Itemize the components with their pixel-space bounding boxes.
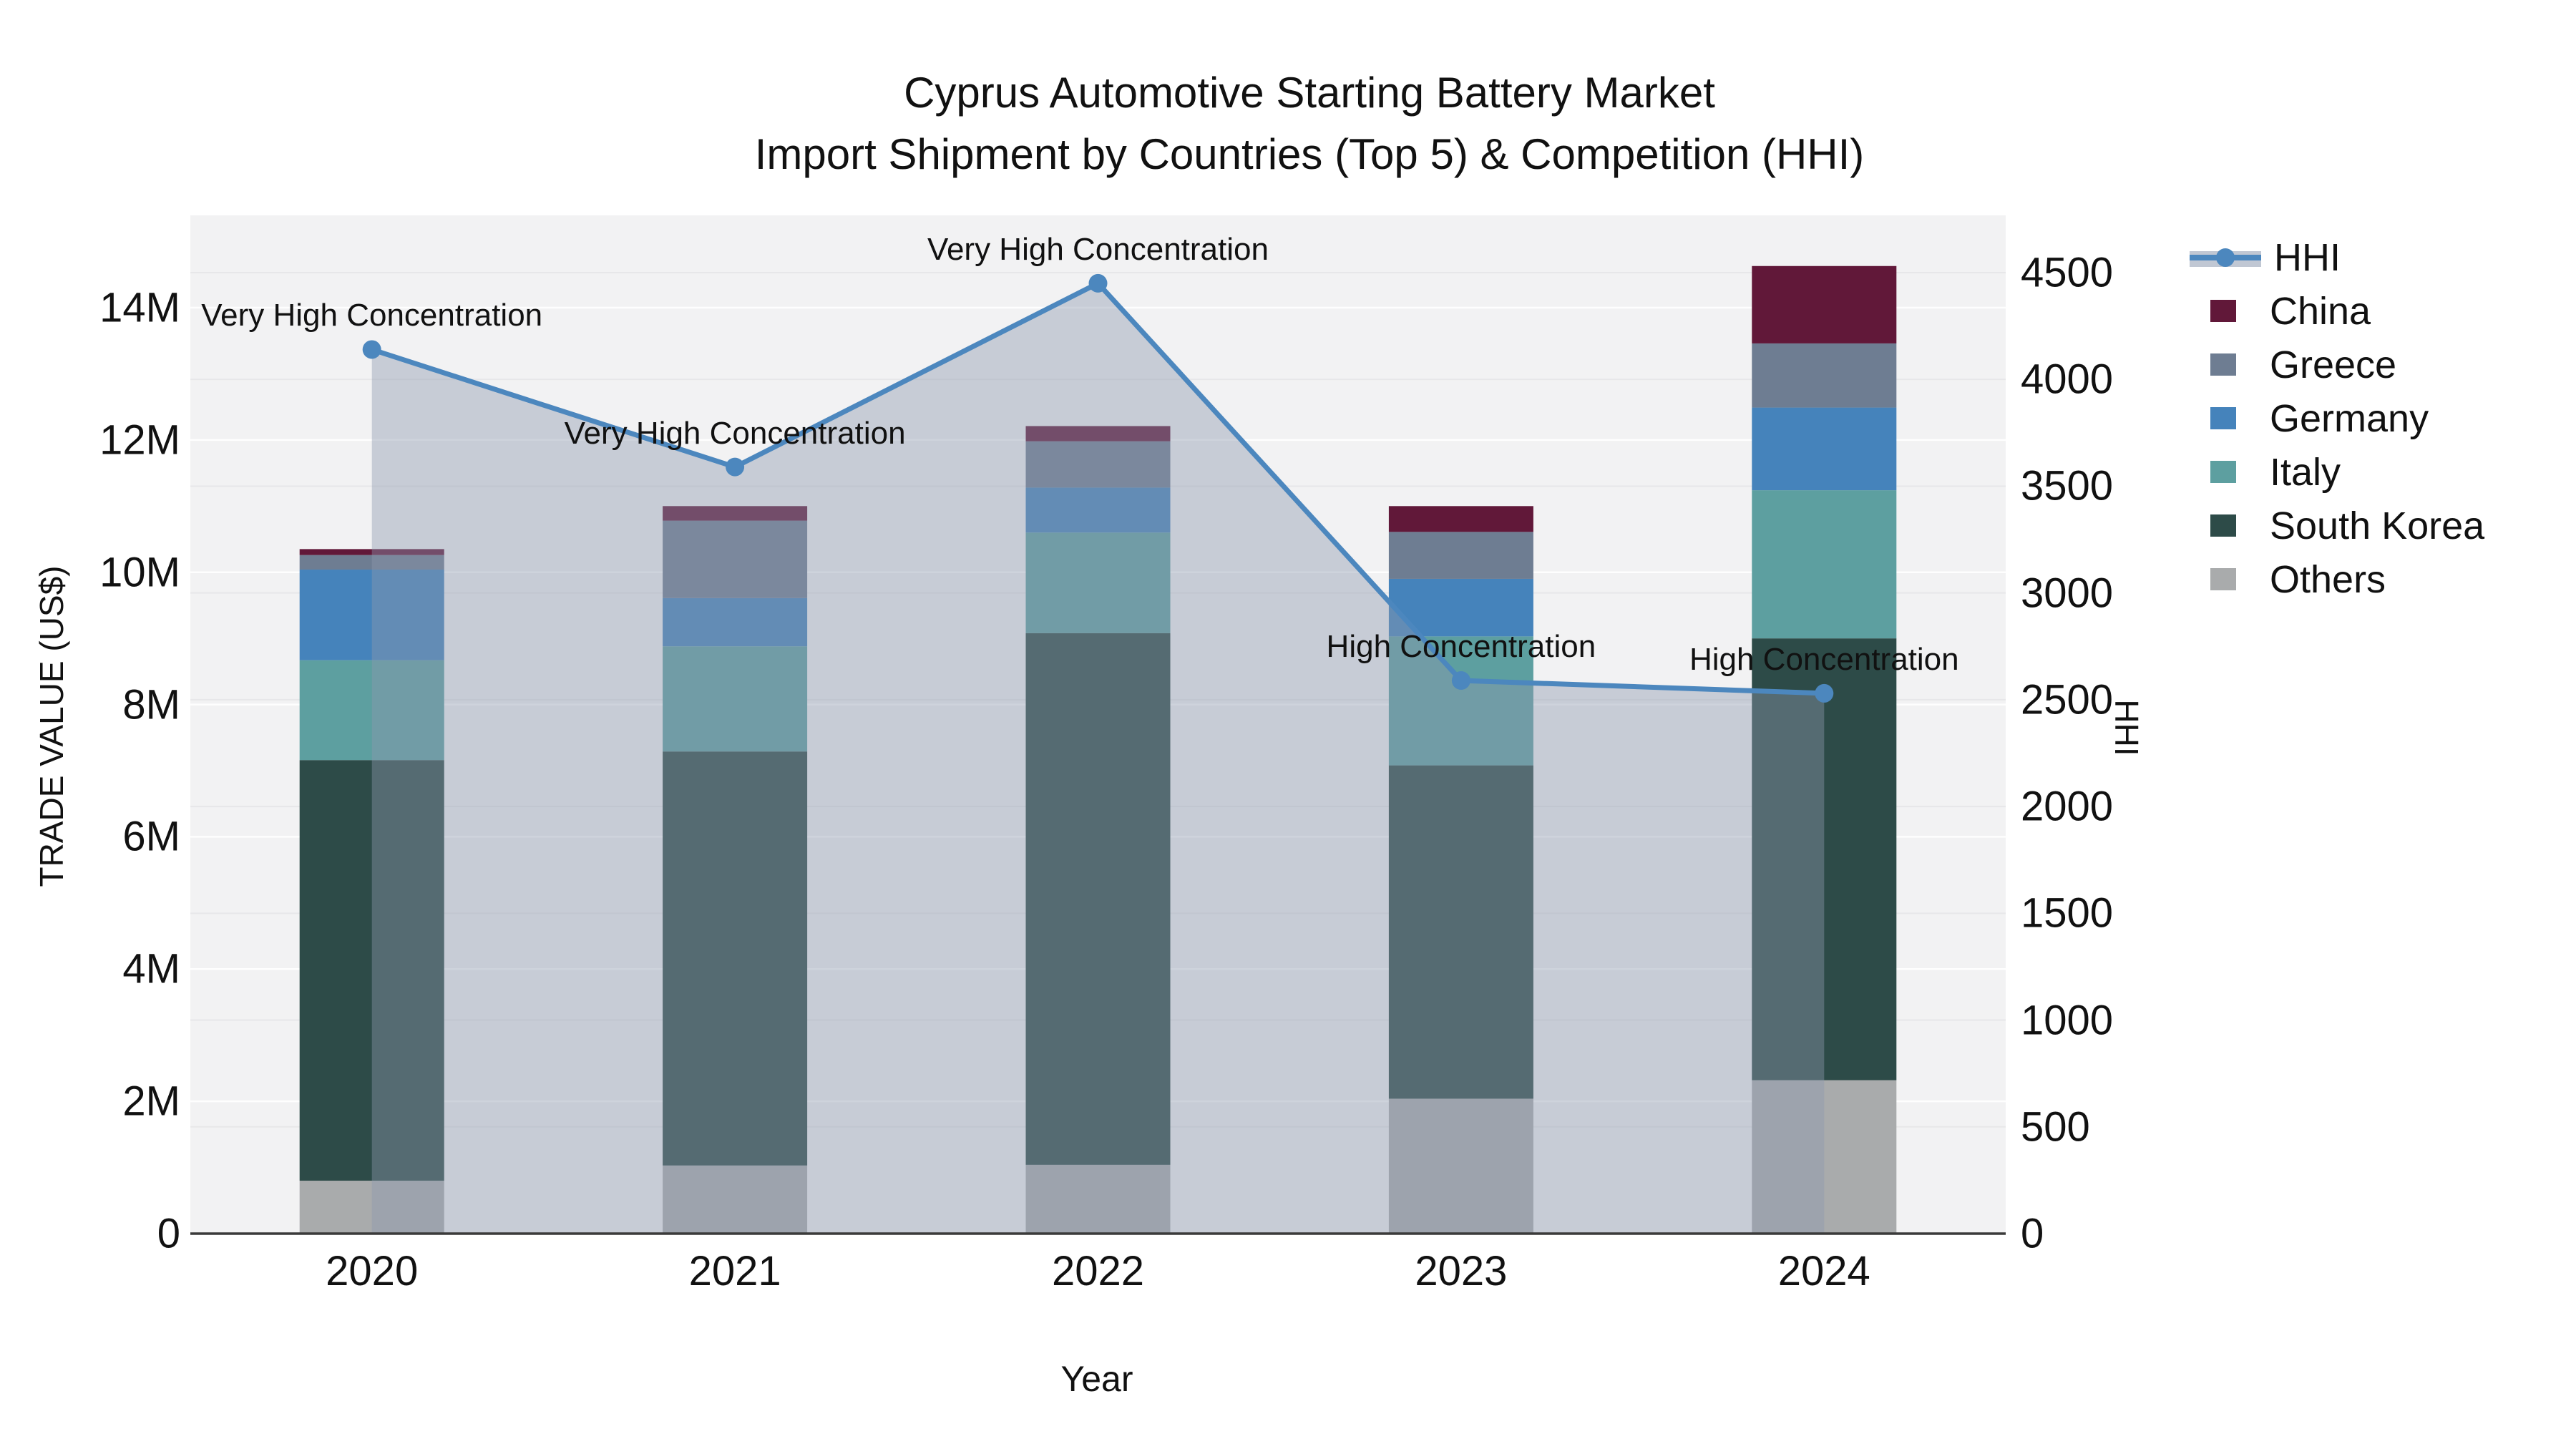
y-left-tick-8M: 8M [122, 681, 180, 728]
y-right-tick-1500: 1500 [2021, 889, 2114, 937]
bar-segment-2022-greece[interactable] [1025, 441, 1171, 488]
y-left-tick-10M: 10M [99, 549, 180, 596]
bar-segment-2020-others[interactable] [299, 1181, 444, 1234]
bar-segment-2023-greece[interactable] [1388, 532, 1533, 579]
y-left-tick-0: 0 [157, 1210, 180, 1257]
y-left-tick-12M: 12M [99, 416, 180, 464]
legend-item-south_korea[interactable]: South Korea [2190, 499, 2484, 552]
legend-swatch-icon-china [2210, 300, 2236, 322]
legend-swatch-icon-italy [2210, 461, 2236, 483]
y-right-tick-2500: 2500 [2021, 676, 2114, 723]
y-right-tick-0: 0 [2021, 1210, 2044, 1257]
bar-segment-2022-china[interactable] [1025, 426, 1171, 441]
legend-label-china: China [2270, 289, 2371, 333]
x-tick-2024: 2024 [1777, 1248, 1870, 1294]
hhi-marker-2021[interactable] [726, 457, 745, 477]
legend-item-hhi[interactable]: HHI [2190, 230, 2484, 284]
legend-item-china[interactable]: China [2190, 284, 2484, 338]
y-right-tick-3500: 3500 [2021, 462, 2114, 509]
bar-segment-2022-south_korea[interactable] [1025, 633, 1171, 1165]
bar-segment-2023-italy[interactable] [1388, 636, 1533, 766]
legend: HHI China Greece Germany Italy South Korea Oth… [2190, 230, 2484, 606]
bar-segment-2022-germany[interactable] [1025, 487, 1171, 533]
bar-segment-2020-china[interactable] [299, 549, 444, 555]
legend-swatch-icon-germany [2210, 407, 2236, 429]
hhi-marker-2024[interactable] [1815, 683, 1834, 703]
legend-item-others[interactable]: Others [2190, 552, 2484, 606]
y-right-tick-4000: 4000 [2021, 356, 2114, 403]
legend-label-italy: Italy [2270, 450, 2341, 494]
legend-swatch-icon-greece [2210, 353, 2236, 376]
x-tick-2022: 2022 [1051, 1248, 1145, 1294]
bar-segment-2024-south_korea[interactable] [1752, 638, 1897, 1080]
annotation-2021: Very High Concentration [564, 415, 906, 451]
bar-segment-2023-china[interactable] [1388, 506, 1533, 532]
y-right-tick-3000: 3000 [2021, 570, 2114, 617]
y-left-tick-6M: 6M [122, 813, 180, 860]
y-axis-title-left: TRADE VALUE (US$) [33, 565, 70, 887]
bar-segment-2022-others[interactable] [1025, 1164, 1171, 1234]
bar-segment-2020-germany[interactable] [299, 570, 444, 660]
legend-label-south_korea: South Korea [2270, 504, 2485, 547]
hhi-marker-2020[interactable] [362, 340, 381, 359]
bar-segment-2020-greece[interactable] [299, 555, 444, 570]
annotation-2023: High Concentration [1326, 629, 1596, 665]
hhi-area-fill [371, 283, 1825, 1234]
y-axis-title-right: HHI [2108, 699, 2145, 756]
bar-segment-2020-south_korea[interactable] [299, 760, 444, 1181]
hhi-marker-2023[interactable] [1451, 671, 1470, 691]
y-right-tick-2000: 2000 [2021, 783, 2114, 830]
bar-segment-2021-china[interactable] [663, 506, 808, 521]
bar-segment-2024-italy[interactable] [1752, 490, 1897, 639]
hhi-marker-2022[interactable] [1088, 273, 1108, 293]
legend-label-greece: Greece [2270, 343, 2397, 386]
y-right-tick-4500: 4500 [2021, 249, 2114, 296]
x-tick-2020: 2020 [326, 1248, 419, 1294]
bar-segment-2021-greece[interactable] [663, 520, 808, 598]
chart-title-line2: Import Shipment by Countries (Top 5) & C… [754, 130, 1865, 178]
bar-segment-2021-italy[interactable] [663, 646, 808, 752]
legend-label-hhi: HHI [2274, 235, 2341, 279]
y-right-tick-500: 500 [2021, 1103, 2090, 1151]
legend-swatch-icon-south_korea [2210, 514, 2236, 537]
hhi-line-swatch-icon [2190, 248, 2261, 267]
y-left-tick-2M: 2M [122, 1078, 180, 1125]
bar-segment-2024-germany[interactable] [1752, 407, 1897, 491]
chart-title-line1: Cyprus Automotive Starting Battery Marke… [904, 69, 1715, 117]
bar-segment-2023-others[interactable] [1388, 1098, 1533, 1234]
bar-segment-2021-south_korea[interactable] [663, 751, 808, 1166]
bar-segment-2024-greece[interactable] [1752, 343, 1897, 408]
bar-segment-2021-germany[interactable] [663, 597, 808, 647]
legend-item-greece[interactable]: Greece [2190, 338, 2484, 391]
x-tick-2021: 2021 [688, 1248, 781, 1294]
bar-segment-2024-others[interactable] [1752, 1080, 1897, 1234]
y-left-tick-14M: 14M [99, 284, 180, 331]
annotation-2020: Very High Concentration [201, 298, 543, 333]
bar-segment-2023-south_korea[interactable] [1388, 765, 1533, 1099]
bar-segment-2020-italy[interactable] [299, 660, 444, 761]
legend-item-italy[interactable]: Italy [2190, 445, 2484, 499]
y-left-tick-4M: 4M [122, 945, 180, 992]
bar-segment-2024-china[interactable] [1752, 265, 1897, 343]
x-tick-2023: 2023 [1415, 1248, 1508, 1294]
bar-segment-2021-others[interactable] [663, 1165, 808, 1234]
legend-label-others: Others [2270, 557, 2386, 601]
legend-item-germany[interactable]: Germany [2190, 391, 2484, 445]
annotation-2022: Very High Concentration [927, 231, 1269, 267]
x-axis-title: Year [1060, 1359, 1133, 1399]
legend-swatch-icon-others [2210, 568, 2236, 590]
annotation-2024: High Concentration [1689, 641, 1959, 677]
legend-label-germany: Germany [2270, 396, 2429, 440]
y-right-tick-1000: 1000 [2021, 997, 2114, 1044]
bar-segment-2022-italy[interactable] [1025, 532, 1171, 633]
